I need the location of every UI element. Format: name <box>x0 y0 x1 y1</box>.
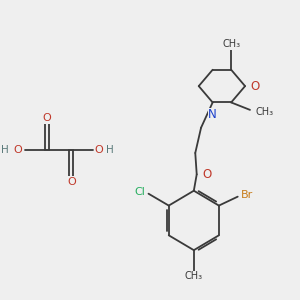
Text: H: H <box>106 145 114 155</box>
Text: O: O <box>42 113 51 124</box>
Text: O: O <box>250 80 260 93</box>
Text: Br: Br <box>241 190 253 200</box>
Text: H: H <box>2 145 9 155</box>
Text: O: O <box>202 168 211 181</box>
Text: O: O <box>67 176 76 187</box>
Text: O: O <box>94 145 103 155</box>
Text: CH₃: CH₃ <box>185 271 203 281</box>
Text: CH₃: CH₃ <box>256 107 274 117</box>
Text: O: O <box>14 145 22 155</box>
Text: CH₃: CH₃ <box>222 39 240 49</box>
Text: Cl: Cl <box>135 187 146 197</box>
Text: N: N <box>208 108 217 122</box>
